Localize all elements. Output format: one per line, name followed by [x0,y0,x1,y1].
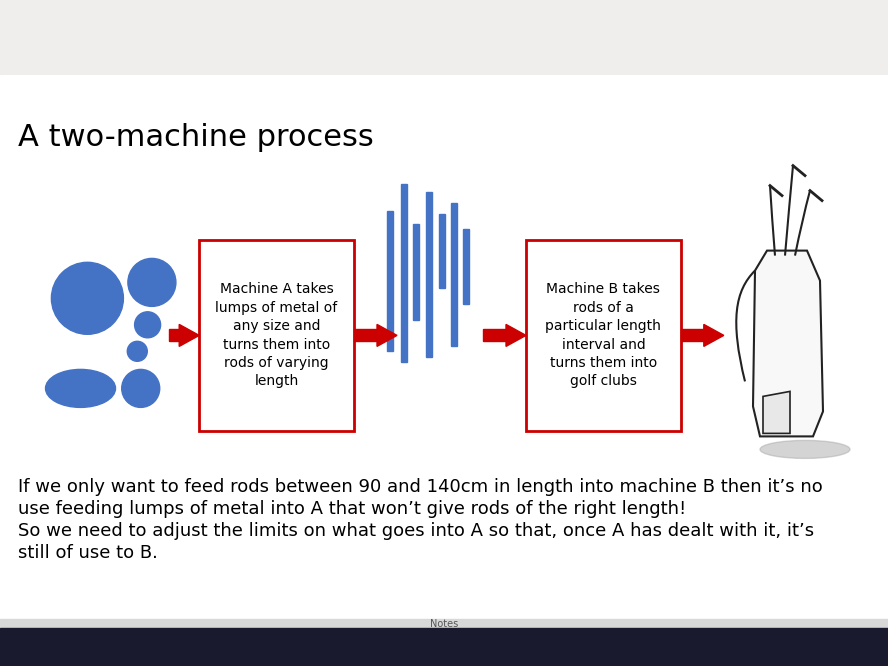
Text: Machine A takes
lumps of metal of
any size and
turns them into
rods of varying
l: Machine A takes lumps of metal of any si… [216,282,337,388]
Text: still of use to B.: still of use to B. [18,545,158,563]
Bar [463,229,469,304]
Bar [401,184,407,362]
Circle shape [122,370,160,408]
Bar [439,214,445,288]
Ellipse shape [45,370,115,408]
Bar [199,240,354,431]
Circle shape [128,258,176,306]
Text: A two-machine process: A two-machine process [18,123,374,153]
Text: Machine B takes
rods of a
particular length
interval and
turns them into
golf cl: Machine B takes rods of a particular len… [545,282,662,388]
Bar [526,240,681,431]
Polygon shape [377,324,397,346]
Bar [413,224,419,320]
Circle shape [135,312,161,338]
Bar [681,330,704,342]
Bar [0,0,888,75]
Ellipse shape [760,440,850,458]
Text: use feeding lumps of metal into A that won’t give rods of the right length!: use feeding lumps of metal into A that w… [18,501,686,519]
PathPatch shape [763,392,790,434]
PathPatch shape [753,250,823,436]
Bar [354,330,377,342]
Bar [451,203,456,346]
Bar [169,330,179,342]
Polygon shape [704,324,724,346]
Bar [426,192,432,356]
Text: So we need to adjust the limits on what goes into A so that, once A has dealt wi: So we need to adjust the limits on what … [18,523,814,541]
Bar [0,628,888,666]
Bar [0,619,888,628]
Bar [0,75,888,621]
Text: Notes: Notes [430,619,458,629]
Text: If we only want to feed rods between 90 and 140cm in length into machine B then : If we only want to feed rods between 90 … [18,478,823,496]
Circle shape [52,262,123,334]
Polygon shape [179,324,199,346]
Bar [387,211,392,351]
Bar [483,330,506,342]
Polygon shape [506,324,526,346]
Circle shape [127,341,147,361]
